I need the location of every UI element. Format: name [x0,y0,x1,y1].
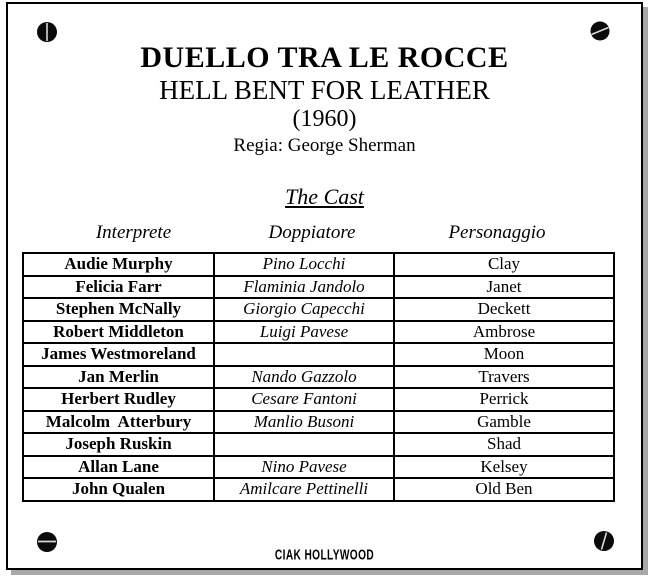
actor-name: Audie Murphy [22,252,215,277]
character-name: Kelsey [393,454,615,479]
cast-table: Audie Murphy Pino Locchi Clay Felicia Fa… [22,252,615,502]
character-name: Travers [393,364,615,389]
voice-actor-name [213,342,395,367]
actor-name: Malcolm Atterbury [22,409,215,434]
table-row: Felicia Farr Flaminia Jandolo Janet [22,274,615,299]
actor-name: James Westmoreland [22,342,215,367]
voice-actor-name: Luigi Pavese [213,319,395,344]
actor-name: Herbert Rudley [22,387,215,412]
actor-name: Felicia Farr [22,274,215,299]
column-header-doppiatore: Doppiatore [268,222,356,243]
voice-actor-name: Manlio Busoni [213,409,395,434]
table-row: Joseph Ruskin Shad [22,432,615,457]
actor-name: Allan Lane [22,454,215,479]
character-name: Shad [393,432,615,457]
character-name: Clay [393,252,615,277]
actor-name: John Qualen [22,477,215,502]
director-credit: Regia: George Sherman [233,135,416,156]
actor-name: Joseph Ruskin [22,432,215,457]
screw-icon-top-left [36,21,58,43]
table-row: Allan Lane Nino Pavese Kelsey [22,454,615,479]
voice-actor-name [213,432,395,457]
table-row: Jan Merlin Nando Gazzolo Travers [22,364,615,389]
studio-logo: CIAK HOLLYWOOD [274,546,375,563]
actor-name: Jan Merlin [22,364,215,389]
table-row: James Westmoreland Moon [22,342,615,367]
character-name: Perrick [393,387,615,412]
voice-actor-name: Amilcare Pettinelli [213,477,395,502]
cast-column-headers: Interprete Doppiatore Personaggio [22,222,613,244]
voice-actor-name: Flaminia Jandolo [213,274,395,299]
actor-name: Stephen McNally [22,297,215,322]
character-name: Janet [393,274,615,299]
character-name: Gamble [393,409,615,434]
voice-actor-name: Cesare Fantoni [213,387,395,412]
character-name: Deckett [393,297,615,322]
release-year: (1960) [292,106,357,132]
dubbing-card: DUELLO TRA LE ROCCE HELL BENT FOR LEATHE… [6,2,643,570]
screw-icon-bottom-left [36,531,58,553]
voice-actor-name: Nino Pavese [213,454,395,479]
table-row: Audie Murphy Pino Locchi Clay [22,252,615,277]
actor-name: Robert Middleton [22,319,215,344]
voice-actor-name: Pino Locchi [213,252,395,277]
table-row: Robert Middleton Luigi Pavese Ambrose [22,319,615,344]
column-header-interprete: Interprete [95,222,172,243]
table-row: Malcolm Atterbury Manlio Busoni Gamble [22,409,615,434]
screw-icon-top-right [589,20,611,42]
voice-actor-name: Nando Gazzolo [213,364,395,389]
table-row: Stephen McNally Giorgio Capecchi Deckett [22,297,615,322]
character-name: Ambrose [393,319,615,344]
table-row: Herbert Rudley Cesare Fantoni Perrick [22,387,615,412]
character-name: Moon [393,342,615,367]
screw-icon-bottom-right [593,530,615,552]
movie-title-italian: DUELLO TRA LE ROCCE [140,41,509,74]
voice-actor-name: Giorgio Capecchi [213,297,395,322]
table-row: John Qualen Amilcare Pettinelli Old Ben [22,477,615,502]
character-name: Old Ben [393,477,615,502]
movie-title-original: HELL BENT FOR LEATHER [159,75,490,105]
column-header-personaggio: Personaggio [448,222,546,243]
cast-section-heading: The Cast [285,184,364,209]
